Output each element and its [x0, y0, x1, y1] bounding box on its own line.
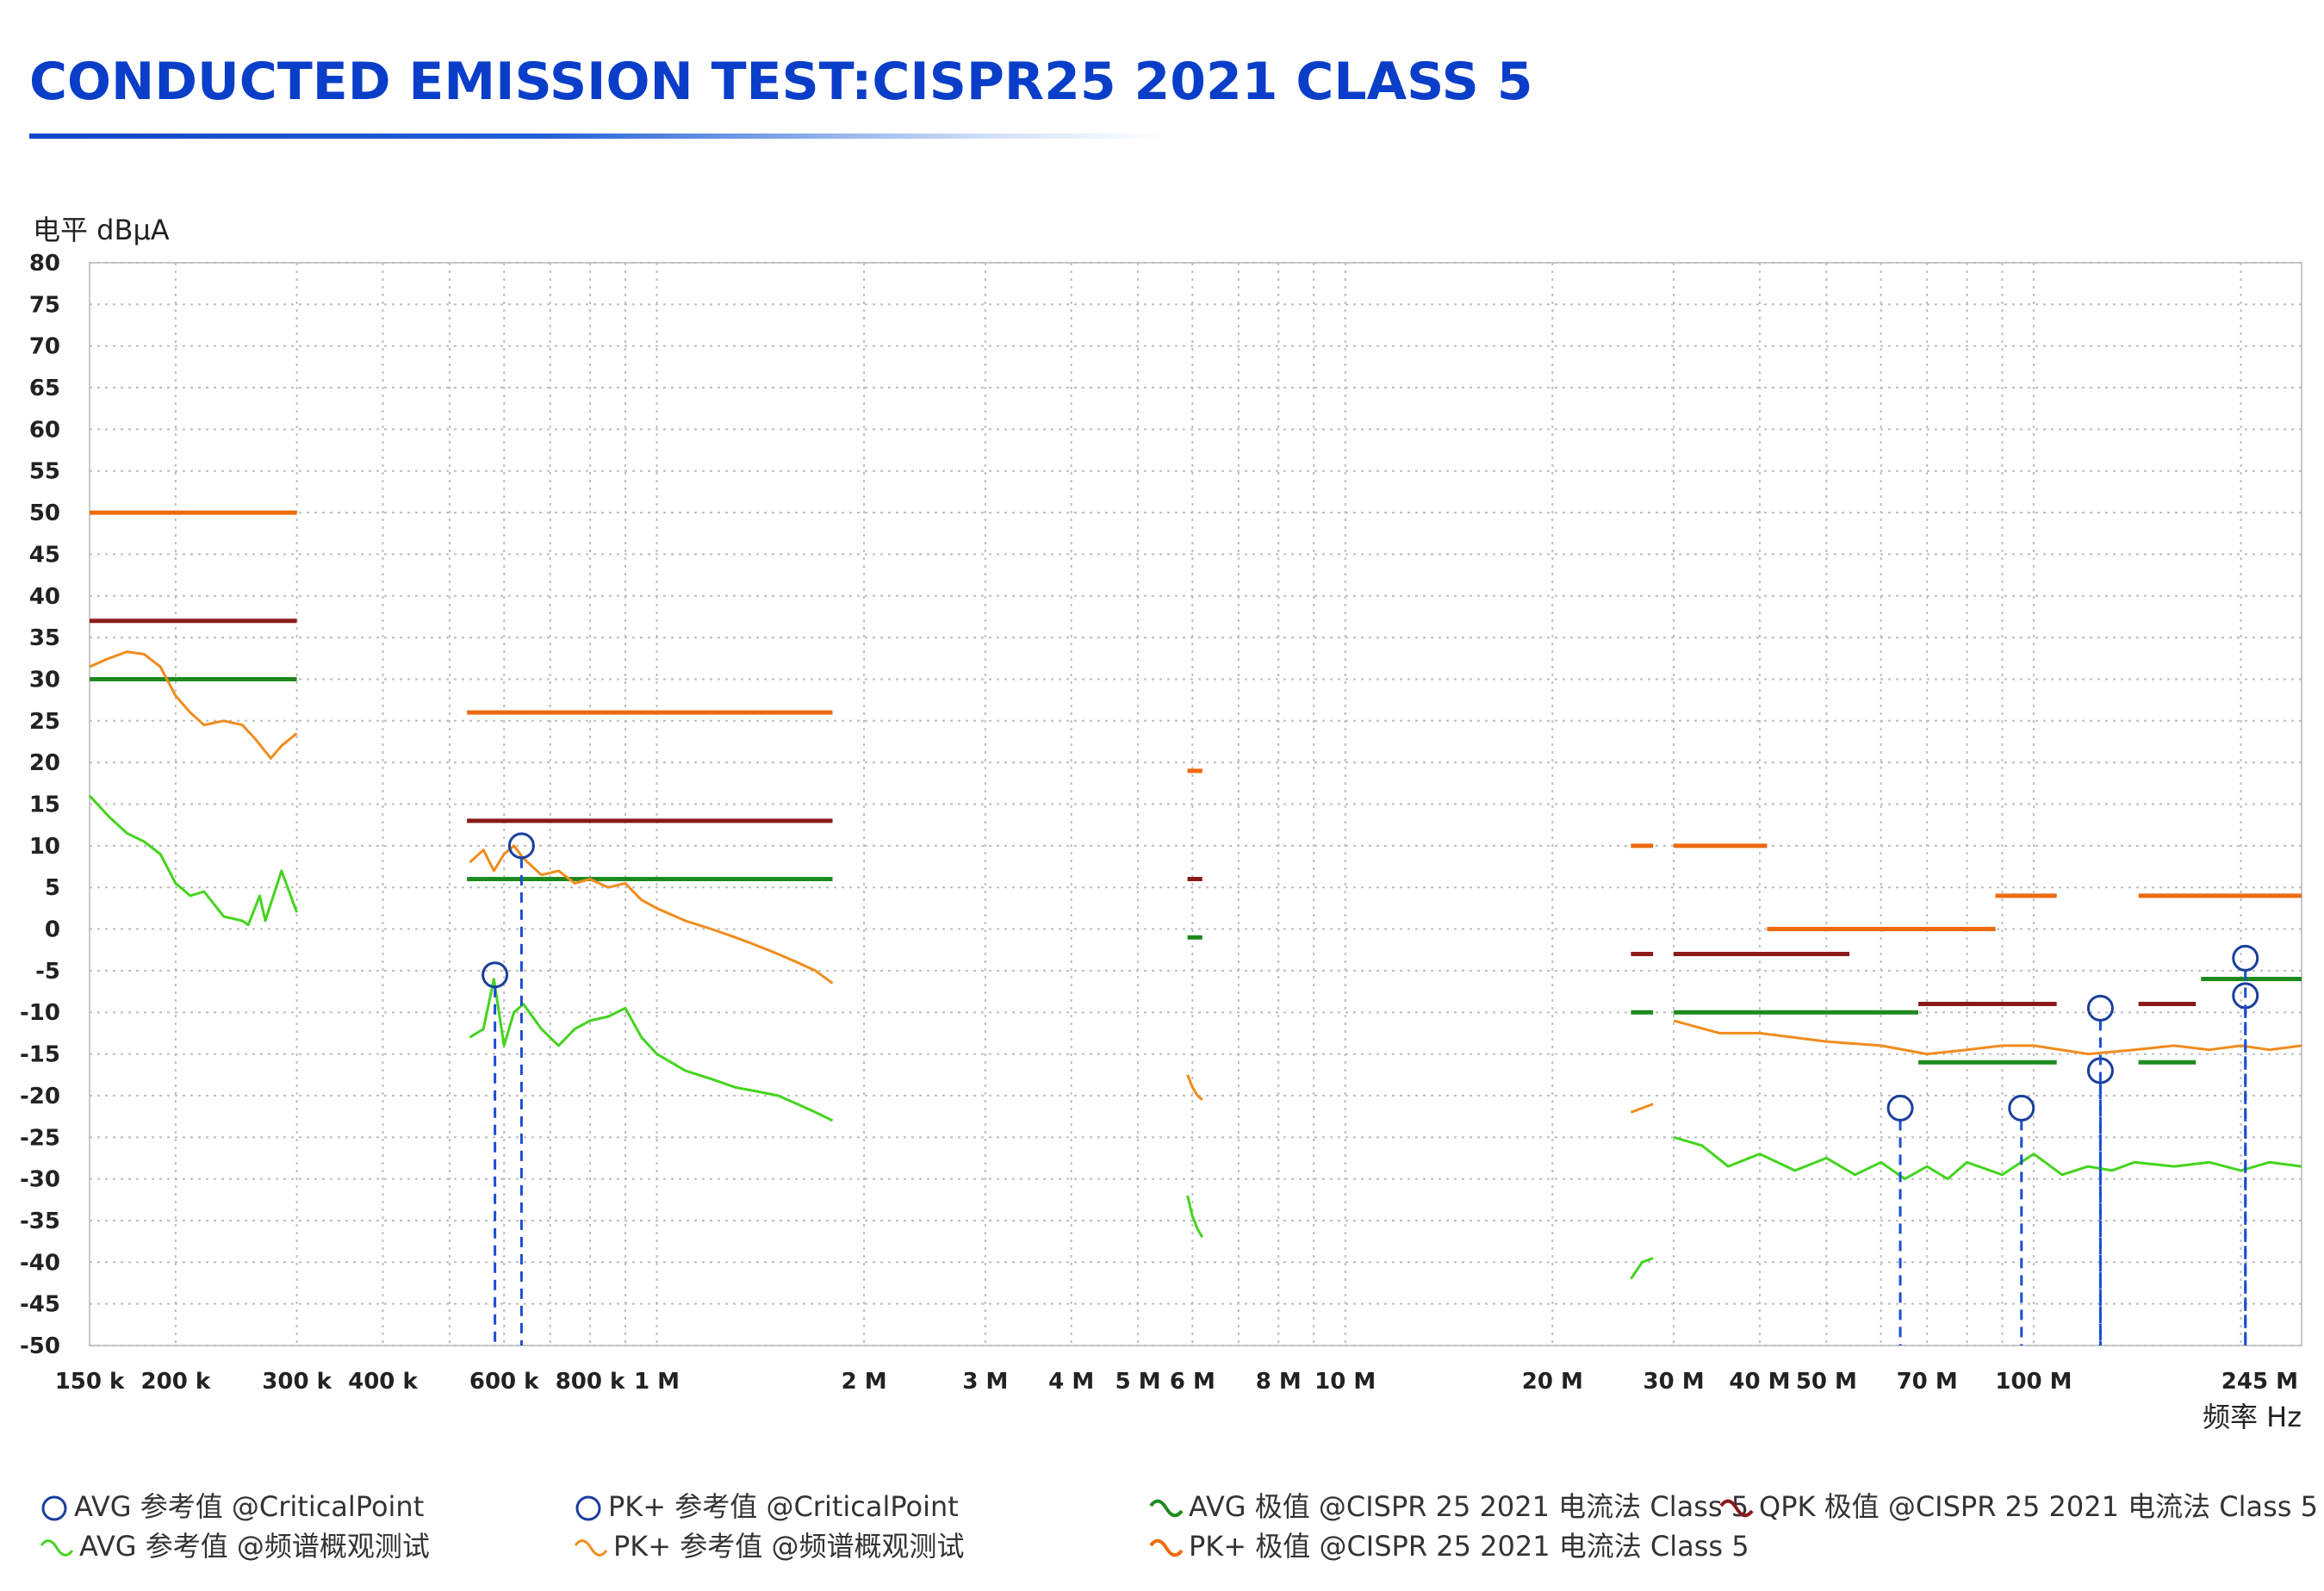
legend-qpk-limit: QPK 极值 @CISPR 25 2021 电流法 Class 5 [1719, 1485, 2318, 1525]
critical-markers [482, 832, 2259, 1346]
y-tick-label: 0 [45, 917, 60, 943]
avg-critical-marker [2008, 1094, 2035, 1122]
y-tick-label: 40 [29, 584, 60, 610]
x-tick-label: 245 M [2221, 1369, 2298, 1395]
legend-pk-limit: PK+ 极值 @CISPR 25 2021 电流法 Class 5 [1149, 1525, 1749, 1564]
y-tick-label: 55 [29, 459, 60, 485]
y-tick-label: 50 [29, 500, 60, 526]
x-tick-label: 6 M [1170, 1369, 1215, 1395]
x-tick-label: 50 M [1796, 1369, 1857, 1395]
legend-avg-critical: AVG 参考值 @CriticalPoint [40, 1485, 424, 1525]
avg-measured-trace [1673, 1135, 2302, 1181]
avg-measured-trace [1630, 1257, 1654, 1280]
legend-label: PK+ 参考值 @CriticalPoint [608, 1490, 959, 1523]
y-tick-label: -10 [20, 1000, 60, 1026]
avg-critical-marker [482, 961, 509, 989]
wave-icon [1149, 1538, 1184, 1557]
x-tick-label: 600 k [469, 1369, 539, 1395]
title-underline [29, 134, 1166, 139]
y-tick-label: 70 [29, 334, 60, 360]
legend-pk-spectrum: PK+ 参考值 @频谱概观测试 [574, 1525, 964, 1564]
y-tick-label: 5 [45, 875, 60, 901]
y-tick-label: 35 [29, 625, 60, 651]
y-tick-label: -50 [20, 1333, 60, 1359]
pk-measured-trace [1186, 1074, 1203, 1101]
pk-critical-marker [2086, 994, 2114, 1022]
pk-measured-trace [89, 650, 298, 760]
legend-label: AVG 参考值 @CriticalPoint [74, 1490, 425, 1523]
circle-icon [41, 1495, 67, 1521]
x-tick-label: 5 M [1115, 1369, 1161, 1395]
y-tick-label: 80 [29, 251, 60, 277]
x-tick-label: 300 k [262, 1369, 332, 1395]
y-tick-label: -5 [35, 959, 60, 985]
pk-critical-marker [507, 832, 535, 860]
legend-pk-critical: PK+ 参考值 @CriticalPoint [574, 1485, 959, 1525]
plot-frame [89, 262, 2302, 1346]
x-tick-label: 8 M [1256, 1369, 1302, 1395]
x-tick-label: 4 M [1048, 1369, 1094, 1395]
legend-label: PK+ 参考值 @频谱概观测试 [613, 1530, 965, 1563]
y-tick-label: 65 [29, 376, 60, 401]
x-tick-label: 20 M [1522, 1369, 1583, 1395]
pk-measured-trace [469, 844, 834, 985]
y-tick-label: 60 [29, 417, 60, 443]
x-tick-label: 400 k [348, 1369, 418, 1395]
x-tick-label: 1 M [634, 1369, 680, 1395]
y-tick-label: -30 [20, 1167, 60, 1193]
avg-measured-trace [88, 794, 299, 927]
legend-label: QPK 极值 @CISPR 25 2021 电流法 Class 5 [1759, 1490, 2319, 1523]
circle-icon [575, 1495, 601, 1521]
avg-measured-trace [469, 978, 834, 1122]
y-tick-label: 10 [29, 834, 60, 860]
legend-avg-spectrum: AVG 参考值 @频谱概观测试 [40, 1525, 430, 1564]
x-tick-label: 3 M [962, 1369, 1008, 1395]
y-tick-label: 45 [29, 542, 60, 568]
y-tick-label: -45 [20, 1292, 60, 1318]
x-tick-label: 70 M [1897, 1369, 1958, 1395]
legend-avg-limit: AVG 极值 @CISPR 25 2021 电流法 Class 5 [1149, 1485, 1749, 1525]
measured-traces [88, 650, 2302, 1280]
wave-icon [574, 1539, 608, 1557]
y-axis-label: 电平 dBµA [33, 214, 170, 246]
y-tick-label: -20 [20, 1084, 60, 1109]
avg-measured-trace [1186, 1195, 1204, 1239]
wave-icon [1149, 1499, 1184, 1518]
x-tick-label: 40 M [1729, 1369, 1790, 1395]
x-tick-label: 100 M [1995, 1369, 2072, 1395]
pk-measured-trace [1630, 1103, 1654, 1114]
legend-label: AVG 参考值 @频谱概观测试 [79, 1530, 430, 1563]
y-tick-label: -35 [20, 1209, 60, 1234]
pk-measured-trace [1673, 1019, 2302, 1056]
y-tick-label: 20 [29, 750, 60, 776]
legend-label: PK+ 极值 @CISPR 25 2021 电流法 Class 5 [1189, 1530, 1749, 1563]
y-tick-label: 25 [29, 709, 60, 735]
avg-critical-marker [1886, 1094, 1914, 1122]
x-tick-label: 2 M [842, 1369, 887, 1395]
y-tick-label: -15 [20, 1042, 60, 1068]
y-tick-label: 30 [29, 667, 60, 693]
x-tick-label: 150 k [55, 1369, 125, 1395]
x-tick-label: 30 M [1644, 1369, 1705, 1395]
x-tick-label: 800 k [556, 1369, 625, 1395]
legend-label: AVG 极值 @CISPR 25 2021 电流法 Class 5 [1189, 1490, 1749, 1523]
x-tick-label: 200 k [141, 1369, 211, 1395]
x-axis: 150 k 200 k 300 k 400 k 600 k 800 k 1 M 2 M 3 M 4… [55, 1369, 2298, 1395]
y-axis: 80757065605550454035302520151050-5-10-15… [20, 251, 60, 1359]
x-axis-label: 频率 Hz [2203, 1401, 2302, 1433]
limit-lines [90, 510, 2302, 1065]
x-tick-label: 10 M [1314, 1369, 1376, 1395]
wave-icon [40, 1539, 74, 1557]
y-tick-label: 15 [29, 792, 60, 818]
y-tick-label: 75 [29, 292, 60, 318]
y-tick-label: -40 [20, 1250, 60, 1276]
grid [89, 262, 2302, 1346]
wave-icon [1719, 1499, 1754, 1518]
y-tick-label: -25 [20, 1125, 60, 1151]
page-title: CONDUCTED EMISSION TEST:CISPR25 2021 CLA… [29, 52, 1533, 112]
pk-critical-marker [2232, 944, 2259, 972]
